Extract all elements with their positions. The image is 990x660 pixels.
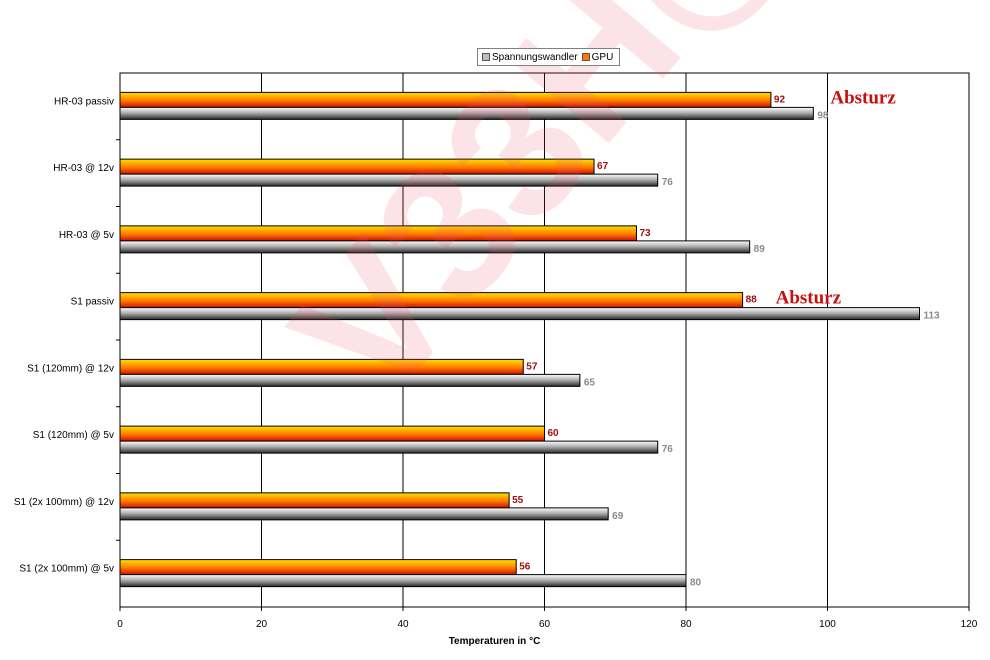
spannungswandler-data-label: 113 bbox=[923, 311, 940, 322]
x-tick-label: 80 bbox=[680, 619, 692, 630]
gpu-bar bbox=[119, 358, 524, 375]
absturz-annotation: Absturz bbox=[776, 288, 842, 309]
x-tick-label: 0 bbox=[117, 619, 123, 630]
category-label: S1 (120mm) @ 12v bbox=[27, 363, 114, 374]
legend-swatch-spannungswandler bbox=[482, 53, 490, 61]
plot-frame bbox=[116, 72, 970, 611]
gpu-bar bbox=[119, 292, 744, 309]
x-tick-label: 20 bbox=[256, 619, 268, 630]
spannungswandler-data-label: 98 bbox=[817, 110, 829, 121]
gpu-bar bbox=[119, 425, 545, 442]
spannungswandler-data-label: 80 bbox=[690, 578, 702, 589]
spannungswandler-bar bbox=[119, 307, 920, 321]
spannungswandler-bar bbox=[119, 373, 581, 387]
spannungswandler-data-label: 89 bbox=[754, 244, 766, 255]
category-label: S1 (2x 100mm) @ 5v bbox=[19, 564, 114, 575]
legend-item-spannungswandler: Spannungswandler bbox=[481, 52, 578, 63]
gpu-data-label: 56 bbox=[519, 562, 531, 573]
gpu-data-label: 92 bbox=[774, 94, 786, 105]
spannungswandler-data-label: 69 bbox=[612, 511, 624, 522]
spannungswandler-bar bbox=[119, 440, 659, 454]
legend-swatch-gpu bbox=[581, 53, 590, 61]
gpu-data-label: 67 bbox=[597, 161, 609, 172]
spannungswandler-data-label: 76 bbox=[662, 177, 674, 188]
bars bbox=[119, 91, 920, 588]
category-label: S1 passiv bbox=[71, 297, 114, 308]
x-axis-title: Temperaturen in °C bbox=[449, 636, 541, 647]
category-label: S1 (120mm) @ 5v bbox=[33, 430, 114, 441]
spannungswandler-bar bbox=[119, 507, 609, 521]
x-tick-label: 120 bbox=[961, 619, 978, 630]
gpu-data-label: 55 bbox=[512, 495, 524, 506]
category-label: HR-03 @ 5v bbox=[59, 230, 114, 241]
gpu-bar bbox=[119, 158, 595, 175]
category-label: HR-03 passiv bbox=[54, 96, 114, 107]
absturz-annotation: Absturz bbox=[830, 87, 896, 108]
category-label: S1 (2x 100mm) @ 12v bbox=[14, 497, 114, 508]
spannungswandler-bar bbox=[119, 574, 687, 588]
gpu-bar bbox=[119, 492, 510, 509]
spannungswandler-bar bbox=[119, 106, 814, 120]
labels: 0 20 40 60 80 100 120 HR-03 passiv 92 98 HR-03 @ 1… bbox=[14, 87, 978, 647]
legend-label-gpu: GPU bbox=[591, 51, 614, 63]
spannungswandler-bar bbox=[119, 173, 659, 187]
gpu-bar bbox=[119, 559, 517, 576]
gpu-bar bbox=[119, 225, 637, 242]
spannungswandler-data-label: 76 bbox=[662, 444, 674, 455]
gpu-bar bbox=[119, 91, 772, 108]
legend: Spannungswandler GPU bbox=[477, 48, 621, 66]
spannungswandler-data-label: 65 bbox=[584, 377, 596, 388]
x-tick-label: 40 bbox=[397, 619, 409, 630]
spannungswandler-bar bbox=[119, 240, 751, 254]
x-tick-label: 60 bbox=[539, 619, 551, 630]
x-tick-label: 100 bbox=[819, 619, 836, 630]
gpu-data-label: 57 bbox=[526, 361, 538, 372]
category-label: HR-03 @ 12v bbox=[53, 163, 114, 174]
legend-item-gpu: GPU bbox=[581, 51, 614, 63]
gpu-data-label: 60 bbox=[548, 428, 560, 439]
gpu-data-label: 88 bbox=[746, 295, 758, 306]
gpu-data-label: 73 bbox=[639, 228, 651, 239]
gridlines bbox=[261, 73, 828, 607]
legend-label-spannungswandler: Spannungswandler bbox=[492, 51, 578, 63]
